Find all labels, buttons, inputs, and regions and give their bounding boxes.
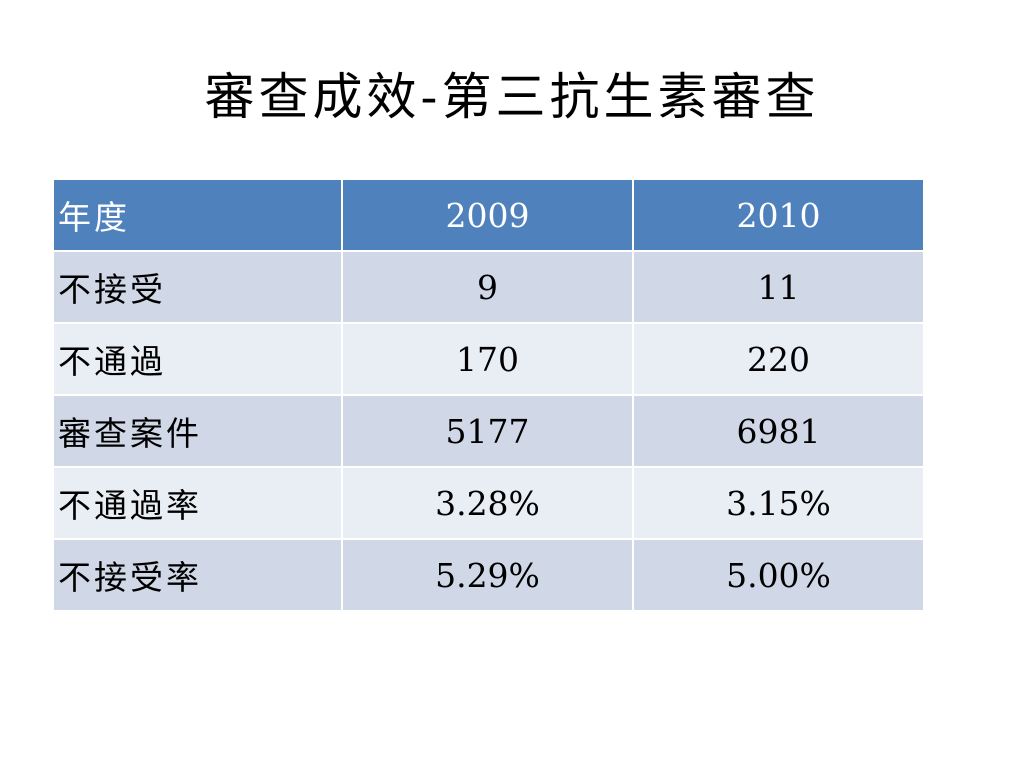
header-cell-2009: 2009 xyxy=(341,178,634,252)
table-row: 不接受率 5.29% 5.00% xyxy=(52,538,925,612)
cell-value: 3.15% xyxy=(632,466,925,540)
row-label: 審查案件 xyxy=(52,394,343,468)
cell-value: 220 xyxy=(632,322,925,396)
cell-value: 5.29% xyxy=(341,538,634,612)
cell-value: 5177 xyxy=(341,394,634,468)
table-row: 審查案件 5177 6981 xyxy=(52,394,925,468)
table-row: 不接受 9 11 xyxy=(52,250,925,324)
cell-value: 170 xyxy=(341,322,634,396)
header-cell-year: 年度 xyxy=(52,178,343,252)
cell-value: 11 xyxy=(632,250,925,324)
cell-value: 9 xyxy=(341,250,634,324)
slide-title: 審查成效-第三抗生素審查 xyxy=(204,68,820,126)
table-header-row: 年度 2009 2010 xyxy=(52,178,925,252)
cell-value: 5.00% xyxy=(632,538,925,612)
row-label: 不接受率 xyxy=(52,538,343,612)
row-label: 不通過率 xyxy=(52,466,343,540)
header-cell-2010: 2010 xyxy=(632,178,925,252)
cell-value: 6981 xyxy=(632,394,925,468)
row-label: 不接受 xyxy=(52,250,343,324)
data-table: 年度 2009 2010 不接受 9 11 不通過 170 220 審查案件 5… xyxy=(52,178,925,612)
table-row: 不通過率 3.28% 3.15% xyxy=(52,466,925,540)
row-label: 不通過 xyxy=(52,322,343,396)
table-row: 不通過 170 220 xyxy=(52,322,925,396)
cell-value: 3.28% xyxy=(341,466,634,540)
